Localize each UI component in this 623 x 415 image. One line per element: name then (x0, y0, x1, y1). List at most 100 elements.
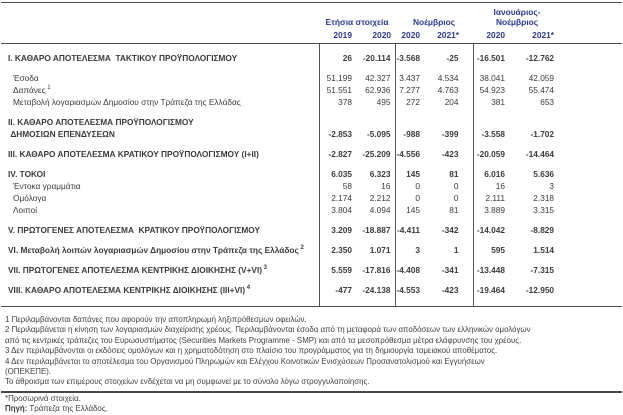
cell-annual-2019: 51.551 (318, 84, 354, 96)
cell-jannov-2021: 55.474 (528, 85, 555, 95)
cell-annual-2019: 6.035 (318, 160, 354, 180)
cell-annual-2019: 26 (318, 43, 354, 64)
cell-november-2020: -4.408 (394, 256, 423, 276)
cell-november-2021: -25 (446, 53, 459, 63)
year-annual-2020: 2020 (354, 28, 396, 44)
cell-november-2021: 0 (453, 193, 459, 203)
cell-november-2020: -4.556 (394, 140, 423, 160)
cell-annual-2019: 5.559 (318, 256, 354, 276)
cell-jannov-2020: 2.111 (472, 192, 508, 204)
cell-annual-2019: -2.853 (318, 108, 354, 140)
cell-annual-2020: -25.209 (362, 149, 391, 159)
row-label: VIII. ΚΑΘΑΡΟ ΑΠΟΤΕΛΕΣΜΑ ΚΕΝΤΡΙΚΗΣ ΔΙΟΙΚΗ… (8, 285, 251, 295)
source-line: Πηγή: Τράπεζα της Ελλάδος. (5, 404, 620, 415)
cell-annual-2019: 378 (318, 96, 354, 108)
cell-spacer (561, 64, 622, 84)
row-label: VII. ΠΡΩΤΟΓΕΝΕΣ ΑΠΟΤΕΛΕΣΜΑ ΚΕΝΤΡΙΚΗΣ ΔΙΟ… (8, 265, 268, 275)
rounding-note: Το άθροισμα των επιμέρους στοιχείων ενδέ… (5, 377, 370, 387)
cell-spacer (561, 192, 622, 204)
footnote-1: 1 Περιλαμβάνονται δαπάνες που αφορούν τη… (5, 315, 307, 324)
row-label: Μεταβολή λογαριασμών Δημοσίου στην Τράπε… (13, 97, 241, 107)
cell-spacer (561, 204, 622, 216)
cell-november-2020: 3 (394, 236, 423, 256)
cell-annual-2020: -5.095 (366, 129, 391, 139)
table-row: I. ΚΑΘΑΡΟ ΑΠΟΤΕΛΕΣΜΑ ΤΑΚΤΙΚΟΥ ΠΡΟΫΠΟΛΟΓΙ… (1, 43, 622, 64)
cell-november-2021: -423 (441, 285, 459, 295)
cell-jannov-2020: -3.558 (472, 108, 508, 140)
cell-november-2021: 204 (444, 97, 459, 107)
table-row: VI. Μεταβολή λοιπών λογαριασμών Δημοσίου… (1, 236, 622, 256)
cell-annual-2019: 3.209 (318, 216, 354, 236)
cell-jannov-2020: -14.042 (472, 216, 508, 236)
cell-jannov-2020: 595 (472, 236, 508, 256)
year-jannov-2020: 2020 (473, 28, 508, 44)
cell-jannov-2020: -13.448 (472, 256, 508, 276)
cell-annual-2020: 6.323 (369, 169, 391, 179)
header-label-spacer (1, 3, 319, 29)
cell-jannov-2021: 1.514 (533, 245, 555, 255)
cell-jannov-2020: 3.889 (472, 204, 508, 216)
cell-november-2020: -3.568 (394, 43, 423, 64)
cell-jannov-2020: 381 (472, 96, 508, 108)
cell-jannov-2021: 2.318 (533, 193, 555, 203)
source-text: Τράπεζα της Ελλάδος. (27, 404, 108, 414)
cell-annual-2019: 51.199 (318, 64, 354, 84)
source-label: Πηγή: (5, 404, 28, 414)
header-label-spacer (1, 28, 319, 44)
cell-jannov-2021: -12.762 (525, 53, 555, 63)
column-group-annual: Ετήσια στοιχεία (325, 17, 389, 27)
cell-november-2020: 0 (394, 180, 423, 192)
cell-november-2021: 81 (449, 169, 459, 179)
cell-annual-2019: 2.350 (318, 236, 354, 256)
cell-annual-2020: -20.114 (362, 53, 391, 63)
cell-annual-2019: 58 (318, 180, 354, 192)
cell-jannov-2021: 42.059 (528, 73, 555, 83)
table-row: Μεταβολή λογαριασμών Δημοσίου στην Τράπε… (1, 96, 622, 108)
cell-jannov-2020: 16 (472, 180, 508, 192)
cell-annual-2019: -2.827 (318, 140, 354, 160)
footnote-4: 4 Δεν περιλαμβάνεται το αποτέλεσμα του Ο… (5, 356, 485, 377)
cell-jannov-2021: 653 (540, 97, 555, 107)
cell-jannov-2021: 5.636 (533, 169, 555, 179)
table-body: I. ΚΑΘΑΡΟ ΑΠΟΤΕΛΕΣΜΑ ΤΑΚΤΙΚΟΥ ΠΡΟΫΠΟΛΟΓΙ… (1, 43, 622, 296)
cell-november-2020: 145 (394, 204, 423, 216)
cell-jannov-2020: -16.501 (472, 43, 508, 64)
footnotes: 1 Περιλαμβάνονται δαπάνες που αφορούν τη… (1, 307, 622, 388)
table-tail-row (1, 296, 623, 307)
cell-annual-2020: 495 (376, 97, 391, 107)
cell-november-2020: 0 (394, 192, 423, 204)
cell-annual-2019: 2.174 (318, 192, 354, 204)
cell-annual-2020: 16 (381, 181, 391, 191)
cell-jannov-2020: 54.923 (472, 84, 508, 96)
row-label: IV. ΤΟΚΟΙ (8, 169, 46, 179)
cell-annual-2020: 1.071 (369, 245, 391, 255)
footer-divider (1, 390, 622, 393)
footnote-3: 3 Δεν περιλαμβάνονται οι εκδόσεις ομολόγ… (5, 346, 498, 356)
row-label: Δαπάνες 1 (13, 85, 51, 95)
cell-november-2020: 7.277 (394, 84, 423, 96)
cell-spacer (561, 96, 622, 108)
table-row: IV. ΤΟΚΟΙ 6.035 6.323 145 81 6.016 5.636 (1, 160, 622, 180)
cell-annual-2020: 2.212 (369, 193, 391, 203)
table-row: Δαπάνες 1 51.551 62.936 7.277 4.763 54.9… (1, 84, 622, 96)
year-jannov-2021: 2021* (507, 28, 562, 44)
cell-spacer (561, 160, 622, 180)
cell-jannov-2021: -14.464 (525, 149, 555, 159)
footer: *Προσωρινά στοιχεία. Πηγή: Τράπεζα της Ε… (1, 393, 622, 415)
cell-annual-2020: -17.816 (362, 265, 391, 275)
cell-november-2021: 0 (453, 181, 459, 191)
row-label: Έντοκα γραμμάτια (13, 181, 81, 191)
row-label: Ομόλογα (13, 193, 47, 203)
footnote-2: 2 Περιλαμβάνεται η κίνηση των λογαριασμώ… (5, 325, 531, 345)
table-row: Έντοκα γραμμάτια 58 16 0 0 16 3 (1, 180, 622, 192)
cell-november-2020: 272 (394, 96, 423, 108)
cell-jannov-2021: 3.315 (533, 205, 555, 215)
cell-jannov-2020: 38.041 (472, 64, 508, 84)
row-label: VI. Μεταβολή λοιπών λογαριασμών Δημοσίου… (8, 245, 304, 255)
cell-november-2021: 81 (449, 205, 459, 215)
cell-annual-2020: 4.094 (369, 205, 391, 215)
row-label: II. ΚΑΘΑΡΟ ΑΠΟΤΕΛΕΣΜΑ ΠΡΟΫΠΟΛΟΓΙΣΜΟΥ ΔΗΜ… (8, 117, 194, 139)
year-november-2020: 2020 (395, 28, 423, 44)
table-tail (1, 296, 623, 307)
row-label: Έσοδα (13, 73, 39, 83)
